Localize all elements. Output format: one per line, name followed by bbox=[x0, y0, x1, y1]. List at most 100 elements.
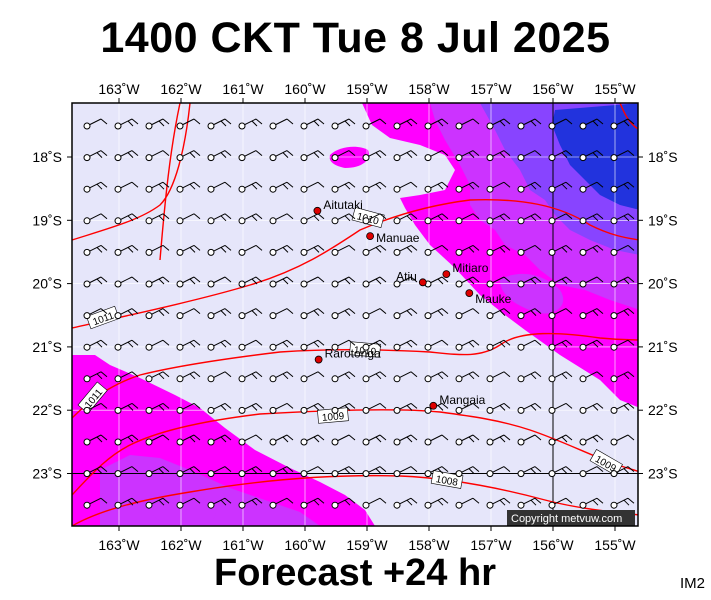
place-label: Rarotonga bbox=[325, 347, 381, 361]
barb-station bbox=[486, 438, 494, 446]
wind-barb bbox=[331, 497, 356, 509]
barb-station bbox=[331, 185, 339, 193]
barb-flag bbox=[255, 403, 263, 409]
barb-station bbox=[269, 470, 277, 478]
wind-barb bbox=[455, 118, 480, 130]
barb-station bbox=[548, 312, 556, 320]
wind-barb bbox=[331, 434, 356, 446]
wind-barb bbox=[114, 181, 139, 193]
barb-flag bbox=[596, 497, 604, 504]
barb-station bbox=[393, 470, 401, 478]
barb-flag bbox=[441, 466, 449, 472]
barb-station bbox=[207, 248, 215, 256]
barb-station bbox=[207, 406, 215, 414]
wind-barb bbox=[176, 244, 201, 256]
barb-flag bbox=[561, 468, 568, 474]
lon-label-bottom: 161˚W bbox=[222, 537, 264, 553]
barb-flag bbox=[348, 245, 356, 251]
wind-barb bbox=[145, 181, 170, 193]
barb-flag bbox=[162, 308, 170, 314]
barb-flag bbox=[499, 247, 506, 253]
barb-station bbox=[424, 438, 432, 446]
wind-barb bbox=[145, 213, 170, 225]
barb-station bbox=[238, 312, 246, 320]
barb-station bbox=[300, 185, 308, 193]
barb-flag bbox=[162, 466, 170, 472]
barb-flag bbox=[344, 373, 351, 380]
barb-station bbox=[300, 375, 308, 383]
isobar-line bbox=[72, 198, 638, 329]
barb-flag bbox=[317, 308, 325, 314]
barb-flag bbox=[375, 183, 382, 190]
barb-flag bbox=[655, 374, 660, 379]
barb-flag bbox=[561, 152, 568, 158]
wind-barb bbox=[393, 434, 418, 446]
place-dot bbox=[465, 289, 474, 297]
barb-flag bbox=[468, 341, 475, 348]
barb-flag bbox=[96, 341, 103, 348]
barb-flag bbox=[193, 245, 201, 251]
barb-flag bbox=[596, 245, 604, 251]
wind-barb bbox=[300, 181, 325, 193]
barb-flag bbox=[659, 309, 665, 314]
wind-barb bbox=[207, 466, 232, 478]
barb-flag bbox=[565, 245, 573, 251]
wind-barb bbox=[238, 339, 263, 351]
barb-flag bbox=[468, 183, 475, 190]
barb-flag bbox=[534, 118, 542, 125]
barb-flag bbox=[623, 468, 630, 474]
wind-barb bbox=[269, 118, 294, 130]
barb-flag bbox=[437, 499, 444, 506]
barb-flag bbox=[530, 215, 537, 222]
wind-barb bbox=[548, 181, 573, 193]
barb-station bbox=[642, 376, 648, 382]
wind-barb bbox=[393, 339, 418, 351]
barb-flag bbox=[127, 436, 134, 443]
barb-flag bbox=[224, 308, 232, 314]
wind-barb bbox=[579, 402, 604, 414]
wind-barb bbox=[642, 182, 665, 192]
barb-station bbox=[455, 217, 463, 225]
barb-flag bbox=[565, 466, 573, 472]
barb-station bbox=[238, 375, 246, 383]
barb-flag bbox=[379, 118, 387, 125]
barb-station bbox=[83, 470, 91, 478]
barb-station bbox=[424, 185, 432, 193]
barb-station bbox=[579, 312, 587, 320]
lon-label-top: 163˚W bbox=[98, 81, 140, 97]
barb-station bbox=[269, 154, 277, 162]
barb-flag bbox=[379, 245, 387, 251]
barb-flag bbox=[379, 181, 387, 188]
barb-flag bbox=[189, 341, 196, 348]
wind-barb bbox=[579, 339, 604, 351]
isobar-line bbox=[159, 103, 181, 261]
barb-flag bbox=[224, 181, 232, 188]
barb-station bbox=[393, 501, 401, 509]
barb-station bbox=[579, 375, 587, 383]
barb-station bbox=[393, 217, 401, 225]
wind-barb bbox=[207, 213, 232, 225]
wind-barb bbox=[579, 213, 604, 225]
barb-flag bbox=[468, 468, 475, 474]
wind-barb bbox=[114, 213, 139, 225]
barb-flag bbox=[627, 371, 635, 378]
wind-barb bbox=[424, 118, 449, 130]
lat-label-right: 21˚S bbox=[648, 339, 678, 355]
rainfall-layer bbox=[72, 103, 638, 526]
barb-flag bbox=[100, 276, 108, 283]
barb-station bbox=[610, 280, 618, 288]
barb-station bbox=[145, 438, 153, 446]
barb-flag bbox=[344, 120, 351, 127]
wind-barb bbox=[145, 308, 170, 320]
wind-barb bbox=[145, 402, 170, 414]
barb-station bbox=[393, 185, 401, 193]
barb-flag bbox=[627, 118, 635, 125]
barb-flag bbox=[437, 468, 444, 474]
barb-flag bbox=[255, 150, 263, 156]
barb-station bbox=[83, 185, 91, 193]
barb-flag bbox=[251, 499, 258, 506]
barb-flag bbox=[313, 215, 320, 222]
barb-flag bbox=[623, 405, 630, 411]
barb-flag bbox=[158, 373, 165, 380]
wind-barb bbox=[393, 497, 418, 509]
